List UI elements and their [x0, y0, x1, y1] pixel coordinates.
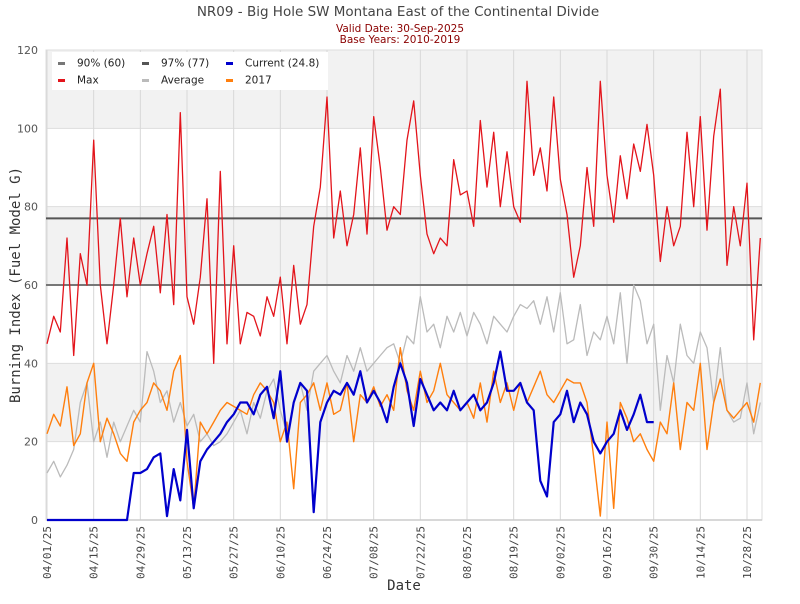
legend-label: Average: [161, 75, 204, 87]
legend-swatch: [226, 62, 233, 65]
legend-box: [52, 52, 328, 90]
y-tick-label: 60: [24, 279, 38, 292]
chart-title: NR09 - Big Hole SW Montana East of the C…: [197, 4, 599, 20]
x-tick-label: 09/16/25: [601, 526, 614, 579]
x-tick-label: 04/01/25: [41, 526, 54, 579]
x-tick-label: 04/15/25: [88, 526, 101, 579]
x-tick-label: 08/05/25: [461, 526, 474, 579]
legend-swatch: [58, 79, 65, 82]
legend-label: Current (24.8): [245, 58, 319, 70]
y-tick-label: 100: [17, 122, 38, 135]
x-tick-label: 09/02/25: [554, 526, 567, 579]
chart-subtitle-base-years: Base Years: 2010-2019: [340, 34, 461, 46]
y-tick-label: 80: [24, 201, 38, 214]
y-tick-label: 40: [24, 357, 38, 370]
x-axis-label: Date: [387, 578, 421, 594]
legend-swatch: [58, 62, 65, 65]
background-band: [46, 206, 762, 285]
y-tick-label: 20: [24, 436, 38, 449]
y-axis-label: Burning Index (Fuel Model G): [8, 167, 24, 403]
x-tick-label: 06/24/25: [321, 526, 334, 579]
x-tick-label: 04/29/25: [134, 526, 147, 579]
x-tick-label: 09/30/25: [648, 526, 661, 579]
x-tick-label: 07/22/25: [414, 526, 427, 579]
legend-swatch: [142, 79, 149, 82]
y-tick-label: 0: [31, 514, 38, 527]
x-tick-label: 10/28/25: [741, 526, 754, 579]
x-tick-label: 10/14/25: [694, 526, 707, 579]
legend-label: 90% (60): [77, 58, 125, 70]
legend-swatch: [142, 62, 149, 65]
legend-label: 2017: [245, 75, 272, 87]
x-tick-label: 05/13/25: [181, 526, 194, 579]
series-line-average: [46, 284, 761, 478]
x-tick-label: 05/27/25: [228, 526, 241, 579]
series-line-2017: [46, 347, 761, 517]
legend-label: 97% (77): [161, 58, 209, 70]
x-tick-label: 08/19/25: [508, 526, 521, 579]
legend-swatch: [226, 79, 233, 82]
series-line-current-24-8-: [47, 350, 654, 522]
x-tick-label: 06/10/25: [274, 526, 287, 579]
y-tick-label: 120: [17, 44, 38, 57]
series-line-max: [46, 80, 761, 364]
legend-label: Max: [77, 75, 99, 87]
chart-subtitle-valid-date: Valid Date: 30-Sep-2025: [336, 23, 464, 35]
x-tick-label: 07/08/25: [368, 526, 381, 579]
